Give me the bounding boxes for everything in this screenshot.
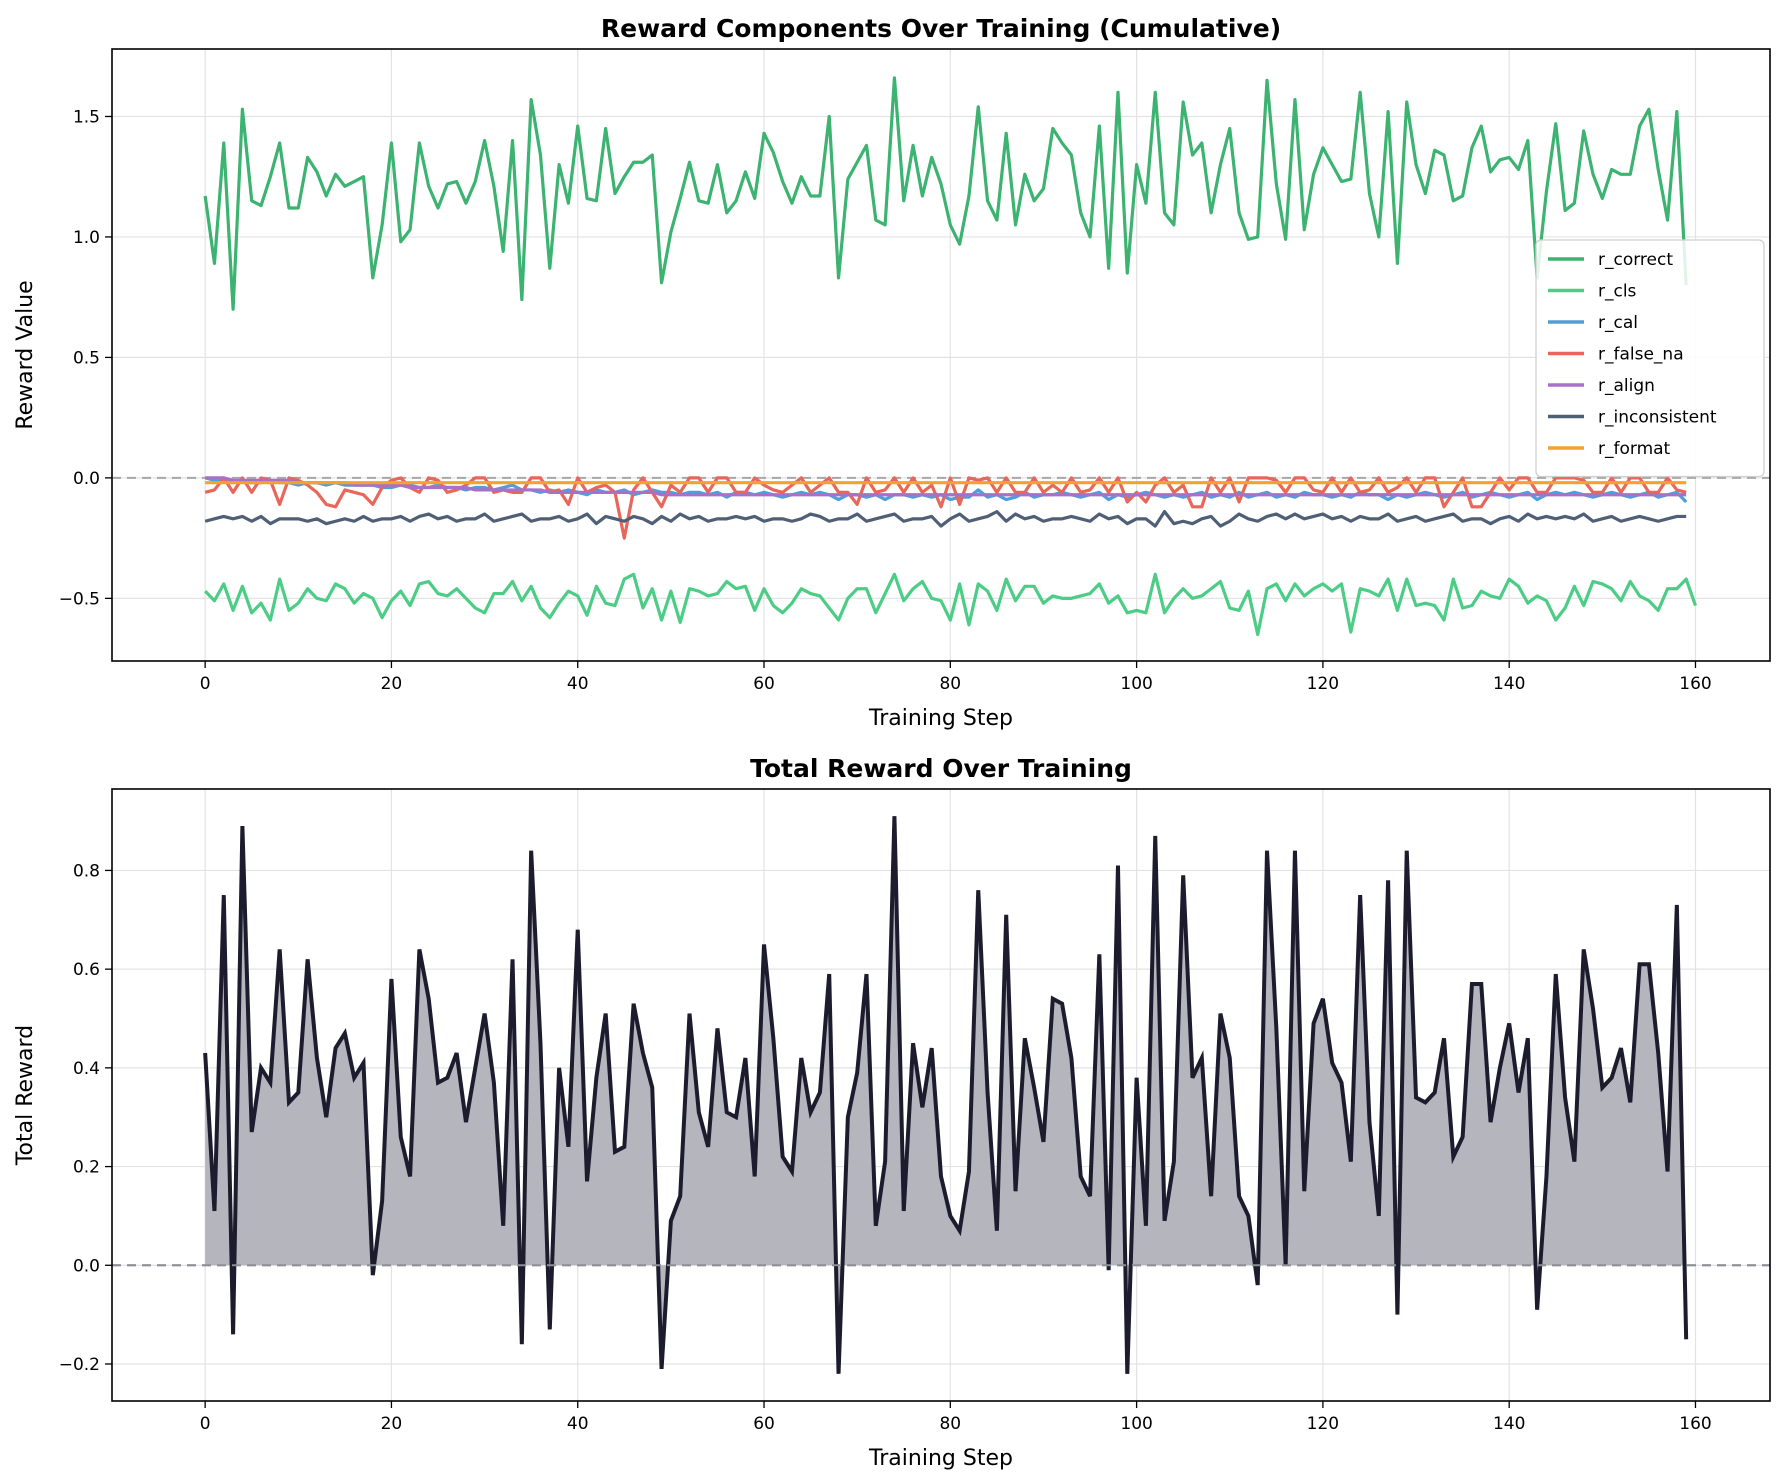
total-x-tick-label: 20: [381, 1414, 403, 1434]
total-title: Total Reward Over Training: [750, 754, 1132, 783]
series-r_inconsistent: [204, 510, 1687, 528]
components-x-tick-label: 0: [200, 674, 211, 694]
components-x-tick-label: 100: [1120, 674, 1152, 694]
total-area-fill: [205, 816, 1687, 1374]
total-y-axis-label: Total Reward: [13, 1025, 38, 1166]
total-x-tick-label: 0: [200, 1414, 211, 1434]
total-x-tick-label: 80: [939, 1414, 961, 1434]
total-y-tick-label: 0.2: [73, 1158, 100, 1178]
series-r_false_na: [204, 476, 1687, 540]
total-ticks: 0 20 40 60 80 100 120 140 160 −0.2 0.0 0.2 0.4 0.6 0.8: [59, 861, 1712, 1434]
components-x-axis-label: Training Step: [868, 706, 1013, 731]
series-r_align: [205, 476, 1687, 497]
components-x-tick-label: 160: [1679, 674, 1711, 694]
components-ticks: 0 20 40 60 80 100 120 140 160 −0.5 0.0 0.5 1.0 1.5: [59, 107, 1712, 694]
components-y-axis-label: Reward Value: [13, 280, 38, 429]
total-y-tick-label: 0.6: [73, 960, 100, 980]
components-x-tick-label: 120: [1307, 674, 1339, 694]
series-r_cls: [203, 572, 1697, 637]
total-series-total_reward: [203, 816, 1689, 1374]
series-r_correct: [203, 76, 1688, 311]
total-axes-frame: [111, 788, 1771, 1402]
components-y-tick-label: 1.5: [73, 107, 100, 127]
legend-label-r_format: r_format: [1598, 439, 1671, 459]
total-x-axis-label: Training Step: [868, 1446, 1013, 1471]
components-x-tick-label: 40: [567, 674, 589, 694]
components-title: Reward Components Over Training (Cumulat…: [601, 14, 1281, 43]
legend-label-r_inconsistent: r_inconsistent: [1598, 408, 1717, 428]
legend-box: [1535, 239, 1765, 478]
total-x-tick-label: 140: [1493, 1414, 1525, 1434]
components-x-tick-label: 20: [381, 674, 403, 694]
total-x-tick-label: 160: [1679, 1414, 1711, 1434]
total-y-tick-label: 0.8: [73, 861, 100, 881]
components-series: [203, 76, 1697, 637]
components-x-tick-label: 140: [1493, 674, 1525, 694]
total-y-tick-label: 0.0: [73, 1256, 100, 1276]
components-chart: 0 20 40 60 80 100 120 140 160 −0.5 0.0 0.5 1.0 1.5 Re…: [13, 14, 1771, 731]
components-x-tick-label: 60: [753, 674, 775, 694]
total-y-tick-label: −0.2: [59, 1355, 100, 1375]
components-y-tick-label: 0.5: [73, 348, 100, 368]
total-series: [112, 816, 1770, 1374]
components-y-tick-label: −0.5: [59, 589, 100, 609]
legend-label-r_align: r_align: [1598, 376, 1655, 396]
total-reward-chart: 0 20 40 60 80 100 120 140 160 −0.2 0.0 0.2 0.4 0.6 0.8…: [13, 754, 1771, 1471]
total-x-tick-label: 60: [753, 1414, 775, 1434]
total-x-tick-label: 40: [567, 1414, 589, 1434]
components-x-tick-label: 80: [939, 674, 961, 694]
total-x-tick-label: 120: [1307, 1414, 1339, 1434]
components-y-tick-label: 0.0: [73, 469, 100, 489]
legend-label-r_false_na: r_false_na: [1598, 345, 1684, 365]
total-x-tick-label: 100: [1120, 1414, 1152, 1434]
legend-label-r_correct: r_correct: [1598, 250, 1673, 270]
components-axes-frame: [111, 48, 1771, 662]
legend-label-r_cal: r_cal: [1598, 313, 1638, 333]
legend-label-r_cls: r_cls: [1598, 282, 1637, 302]
components-legend: r_correct r_cls r_cal r_false_na r_align r_in…: [1535, 239, 1765, 478]
total-y-tick-label: 0.4: [73, 1059, 100, 1079]
components-y-tick-label: 1.0: [73, 228, 100, 248]
